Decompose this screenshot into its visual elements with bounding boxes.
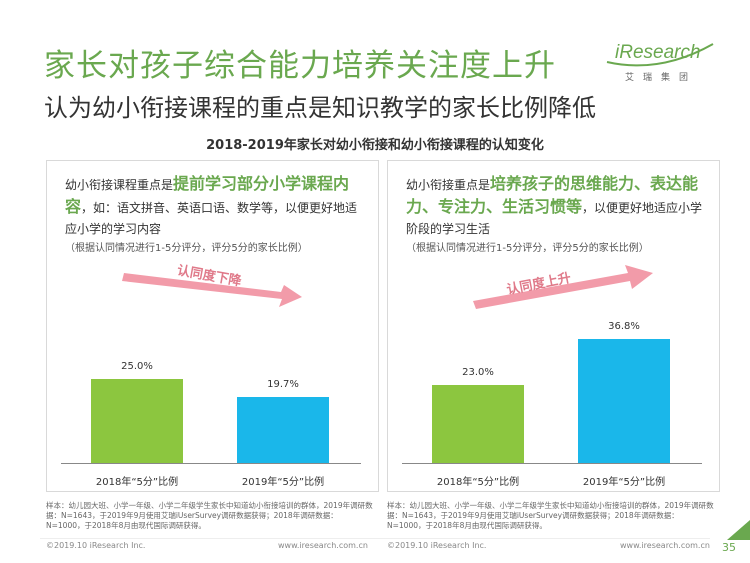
logo-subtitle: 艾瑞集团 [625, 73, 698, 83]
iresearch-logo: iResearch 艾瑞集团 [605, 40, 715, 86]
desc-suffix: ，如：语文拼音、英语口语、数学等，以便更好地适应小学的学习内容 [65, 201, 358, 236]
panel-description: 幼小衔接课程重点是提前学习部分小学课程内容，如：语文拼音、英语口语、数学等，以便… [65, 173, 365, 240]
panel-knowledge-teaching: 幼小衔接课程重点是提前学习部分小学课程内容，如：语文拼音、英语口语、数学等，以便… [46, 160, 379, 492]
panel-ability-cultivation: 幼小衔接重点是培养孩子的思维能力、表达能力、专注力、生活习惯等，以便更好地适应小… [387, 160, 720, 492]
page-title: 家长对孩子综合能力培养关注度上升 [44, 48, 556, 84]
category-label: 2018年“5分”比例 [436, 477, 520, 488]
bar-value-label: 23.0% [462, 367, 494, 379]
chart-section-title: 2018-2019年家长对幼小衔接和幼小衔接课程的认知变化 [206, 138, 544, 153]
desc-highlight: 培养孩子的思维能力、表达能力、专注力、生活习惯等 [406, 174, 699, 216]
footer-url: www.iresearch.com.cn [620, 541, 710, 550]
category-label: 2019年“5分”比例 [582, 477, 666, 488]
category-label: 2019年“5分”比例 [241, 477, 325, 488]
category-label: 2018年“5分”比例 [95, 477, 179, 488]
bar-value-label: 25.0% [121, 360, 153, 372]
sample-footnote: 样本：幼儿园大班、小学一年级、小学二年级学生家长中知道幼小衔接培训的群体，201… [387, 501, 714, 530]
bar-value-label: 19.7% [267, 378, 299, 390]
desc-suffix: ，以便更好地适应小学阶段的学习生活 [406, 201, 703, 236]
logo-wordmark: iResearch [615, 42, 701, 63]
bar [578, 338, 670, 463]
bar [237, 396, 329, 463]
bar-value-label: 36.8% [608, 320, 640, 332]
x-axis-baseline [402, 463, 702, 464]
desc-prefix: 幼小衔接课程重点是 [65, 178, 174, 192]
footer-copyright: ©2019.10 iResearch Inc. [46, 541, 146, 550]
logo-swoosh-icon [606, 43, 714, 67]
desc-highlight: 提前学习部分小学课程内容 [65, 174, 350, 216]
trend-up-arrow-icon [473, 265, 653, 309]
page-number: 35 [722, 541, 736, 554]
trend-down-arrow-icon [122, 273, 302, 307]
footer-copyright: ©2019.10 iResearch Inc. [387, 541, 487, 550]
bar [432, 385, 524, 463]
footer-divider [40, 538, 710, 539]
corner-triangle-icon [727, 520, 750, 540]
sample-footnote: 样本：幼儿园大班、小学一年级、小学二年级学生家长中知道幼小衔接培训的群体，201… [46, 501, 373, 530]
rating-note: （根据认同情况进行1-5分评分，评分5分的家长比例） [65, 243, 308, 254]
x-axis-baseline [61, 463, 361, 464]
bar [91, 378, 183, 463]
desc-prefix: 幼小衔接重点是 [406, 178, 491, 192]
panel-description: 幼小衔接重点是培养孩子的思维能力、表达能力、专注力、生活习惯等，以便更好地适应小… [406, 173, 706, 240]
footer-url: www.iresearch.com.cn [278, 541, 368, 550]
page-subtitle: 认为幼小衔接课程的重点是知识教学的家长比例降低 [44, 94, 596, 122]
rating-note: （根据认同情况进行1-5分评分，评分5分的家长比例） [406, 243, 649, 254]
